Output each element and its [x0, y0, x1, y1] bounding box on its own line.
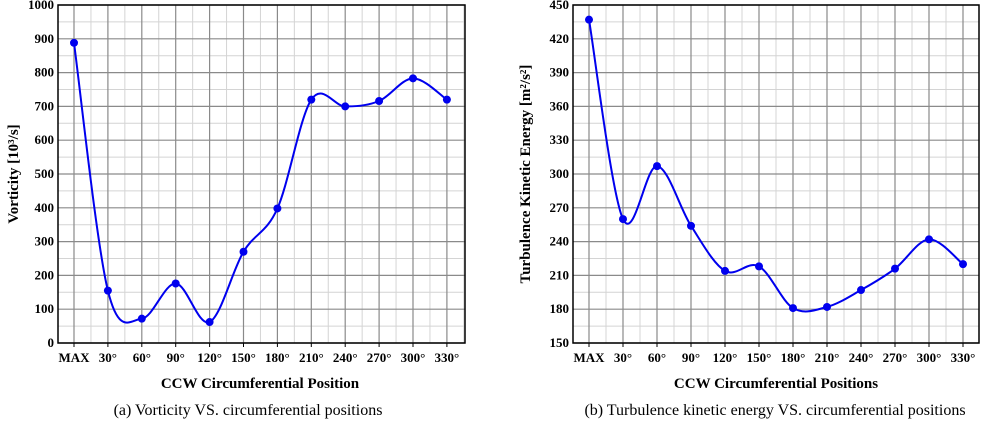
- x-tick-label: 60°: [133, 350, 151, 365]
- data-point: [442, 95, 451, 104]
- y-tick-label: 0: [48, 335, 55, 350]
- chart-a: 0 100 200 300 400 500 600 700 800 900 1000 MAX 30° 60…: [6, 0, 466, 419]
- y-tick-label: 400: [35, 200, 55, 215]
- data-point: [891, 264, 899, 273]
- data-point: [137, 314, 146, 323]
- y-tick-label: 210: [550, 267, 570, 282]
- data-point: [409, 74, 417, 83]
- y-tick-label: 600: [35, 132, 55, 147]
- x-tick-label: 120°: [197, 350, 222, 365]
- data-point: [585, 15, 593, 24]
- plot-frame: [57, 4, 466, 344]
- data-point: [823, 302, 831, 311]
- plot-frame: [572, 4, 980, 344]
- data-point: [103, 286, 112, 295]
- data-point: [755, 262, 763, 271]
- y-tick-label: 1000: [28, 0, 54, 12]
- figure-caption: (a) Vorticity VS. circumferential positi…: [114, 402, 383, 419]
- x-tick-label: MAX: [573, 350, 605, 365]
- chart-b: 150 180 210 240 270 300 330 360 390 420 450 MAX 30° 6…: [518, 0, 980, 419]
- x-tick-label: 330°: [435, 350, 460, 365]
- data-point: [959, 260, 967, 269]
- data-point: [205, 318, 214, 327]
- x-tick-label: 210°: [299, 350, 324, 365]
- y-tick-label: 800: [35, 65, 55, 80]
- x-tick-label: 210°: [815, 350, 840, 365]
- x-tick-label: 90°: [167, 350, 185, 365]
- x-tick-label: 30°: [614, 350, 632, 365]
- y-tick-label: 390: [550, 65, 570, 80]
- y-tick-label: 150: [550, 335, 570, 350]
- data-point: [721, 266, 729, 275]
- data-point: [857, 286, 865, 295]
- y-tick-label: 360: [550, 98, 570, 113]
- y-tick-label: 420: [550, 31, 570, 46]
- x-tick-label: 270°: [367, 350, 392, 365]
- x-tick-label: 240°: [849, 350, 874, 365]
- x-tick-label: 150°: [747, 350, 772, 365]
- y-axis-label: Vorticity [10³/s]: [6, 124, 22, 223]
- x-tick-label: 120°: [713, 350, 738, 365]
- x-axis-label: CCW Circumferential Positions: [674, 376, 878, 392]
- data-point: [789, 304, 797, 313]
- x-axis-label: CCW Circumferential Position: [161, 376, 360, 392]
- x-tick-label: 30°: [99, 350, 117, 365]
- y-tick-label: 270: [550, 200, 570, 215]
- x-tick-label: 180°: [781, 350, 806, 365]
- x-tick-label: 90°: [682, 350, 700, 365]
- x-tick-label: 330°: [951, 350, 976, 365]
- y-tick-label: 500: [35, 166, 55, 181]
- x-tick-label: 180°: [265, 350, 290, 365]
- x-tick-label: 270°: [883, 350, 908, 365]
- y-axis-label: Turbulence Kinetic Energy [m²/s²]: [518, 65, 534, 284]
- data-point: [341, 102, 350, 111]
- y-tick-label: 100: [35, 301, 55, 316]
- y-tick-label: 300: [550, 166, 570, 181]
- data-point: [239, 247, 248, 256]
- y-tick-label: 240: [550, 234, 570, 249]
- data-point: [653, 162, 661, 171]
- figure-caption: (b) Turbulence kinetic energy VS. circum…: [584, 402, 965, 419]
- data-point: [70, 38, 78, 47]
- data-point: [273, 204, 282, 213]
- data-point: [687, 221, 695, 230]
- y-tick-label: 900: [35, 31, 55, 46]
- x-tick-label: 150°: [231, 350, 256, 365]
- x-tick-label: MAX: [58, 350, 90, 365]
- x-tick-label: 300°: [917, 350, 942, 365]
- y-tick-label: 300: [35, 234, 55, 249]
- data-point: [307, 95, 316, 104]
- data-point: [375, 96, 384, 105]
- data-point: [171, 279, 180, 288]
- y-tick-label: 200: [35, 267, 55, 282]
- y-tick-label: 180: [550, 301, 570, 316]
- y-tick-label: 330: [550, 132, 570, 147]
- y-tick-label: 700: [35, 98, 55, 113]
- y-tick-label: 450: [550, 0, 570, 12]
- data-point: [619, 215, 627, 224]
- x-tick-label: 300°: [401, 350, 426, 365]
- x-tick-label: 60°: [648, 350, 666, 365]
- x-tick-label: 240°: [333, 350, 358, 365]
- data-point: [925, 235, 933, 244]
